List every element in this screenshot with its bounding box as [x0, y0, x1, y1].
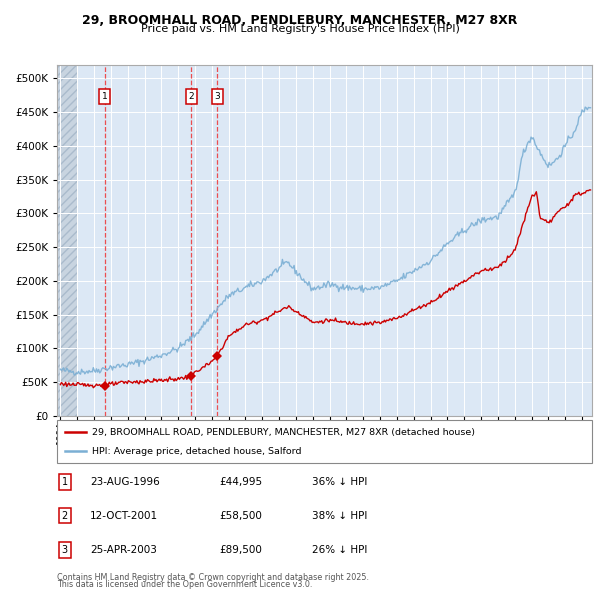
- Text: 23-AUG-1996: 23-AUG-1996: [90, 477, 160, 487]
- Text: 25-APR-2003: 25-APR-2003: [90, 545, 157, 555]
- Text: £89,500: £89,500: [219, 545, 262, 555]
- Text: 29, BROOMHALL ROAD, PENDLEBURY, MANCHESTER, M27 8XR (detached house): 29, BROOMHALL ROAD, PENDLEBURY, MANCHEST…: [92, 428, 475, 437]
- Text: 3: 3: [214, 92, 220, 101]
- Text: £44,995: £44,995: [219, 477, 262, 487]
- Text: Price paid vs. HM Land Registry's House Price Index (HPI): Price paid vs. HM Land Registry's House …: [140, 25, 460, 34]
- Bar: [57, 65, 77, 416]
- Text: 36% ↓ HPI: 36% ↓ HPI: [312, 477, 367, 487]
- Text: 1: 1: [62, 477, 68, 487]
- Text: £58,500: £58,500: [219, 511, 262, 520]
- Text: 26% ↓ HPI: 26% ↓ HPI: [312, 545, 367, 555]
- Text: 2: 2: [188, 92, 194, 101]
- Text: Contains HM Land Registry data © Crown copyright and database right 2025.: Contains HM Land Registry data © Crown c…: [57, 573, 369, 582]
- Text: 29, BROOMHALL ROAD, PENDLEBURY, MANCHESTER, M27 8XR: 29, BROOMHALL ROAD, PENDLEBURY, MANCHEST…: [82, 14, 518, 27]
- Text: 2: 2: [62, 511, 68, 520]
- Text: 12-OCT-2001: 12-OCT-2001: [90, 511, 158, 520]
- Text: 38% ↓ HPI: 38% ↓ HPI: [312, 511, 367, 520]
- FancyBboxPatch shape: [57, 420, 592, 463]
- Text: HPI: Average price, detached house, Salford: HPI: Average price, detached house, Salf…: [92, 447, 301, 455]
- Text: This data is licensed under the Open Government Licence v3.0.: This data is licensed under the Open Gov…: [57, 580, 313, 589]
- Text: 1: 1: [102, 92, 108, 101]
- Text: 3: 3: [62, 545, 68, 555]
